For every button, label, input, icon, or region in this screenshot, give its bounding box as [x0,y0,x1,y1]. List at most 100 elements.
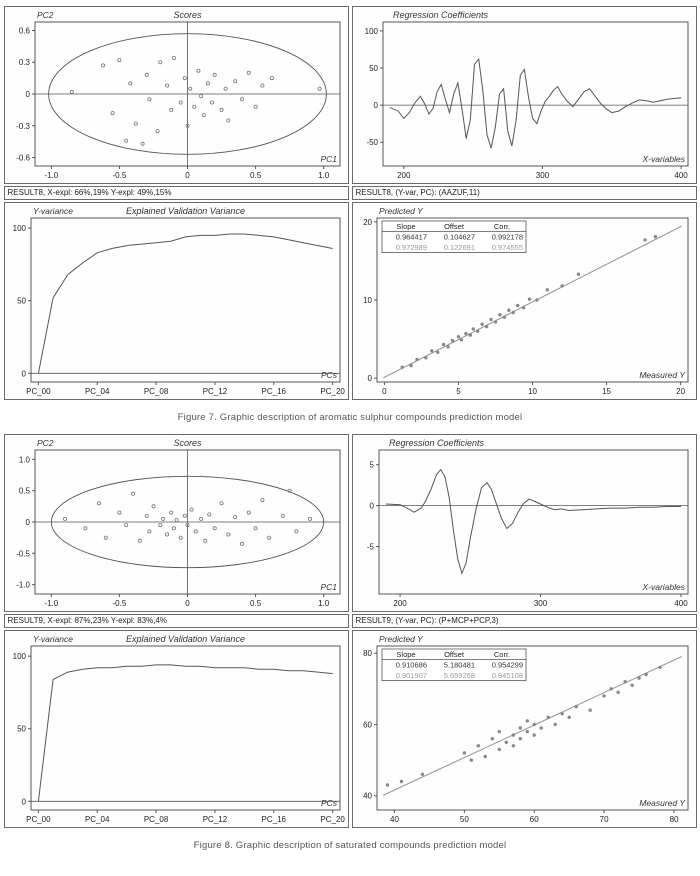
svg-text:50: 50 [17,725,26,734]
svg-text:-0.6: -0.6 [16,154,30,163]
svg-text:PC_08: PC_08 [143,387,168,396]
fig7-scores-statusbar: RESULT8, X-expl: 66%,19% Y-expl: 49%,15% [3,186,349,200]
svg-text:Measured Y: Measured Y [639,798,686,808]
svg-text:-50: -50 [366,138,378,147]
svg-text:-0.3: -0.3 [16,122,30,131]
svg-text:60: 60 [363,720,372,729]
svg-text:50: 50 [369,64,378,73]
svg-text:100: 100 [12,224,26,233]
svg-text:0: 0 [185,171,190,180]
svg-text:80: 80 [669,815,678,824]
svg-text:PC_20: PC_20 [320,815,345,824]
svg-text:PC_16: PC_16 [261,815,286,824]
page: -1.0 -0.5 0 0.5 1.0 -0.6 -0.3 0 0.3 0.6 Scores PC2 P… [3,6,697,851]
svg-text:Corr.: Corr. [493,222,509,231]
svg-text:5.659268: 5.659268 [443,671,474,680]
svg-text:1.0: 1.0 [318,599,330,608]
fig8-regcoef-statusbar: RESULT9, (Y-var, PC): (P+MCP+PCP,3) [351,614,697,628]
figure7-grid: -1.0 -0.5 0 0.5 1.0 -0.6 -0.3 0 0.3 0.6 Scores PC2 P… [3,6,697,400]
svg-text:-0.5: -0.5 [112,599,126,608]
svg-text:PC_04: PC_04 [84,815,109,824]
svg-text:10: 10 [528,387,537,396]
svg-text:PC_00: PC_00 [26,815,51,824]
svg-text:0.954299: 0.954299 [491,661,522,670]
svg-text:PC_08: PC_08 [143,815,168,824]
svg-text:Offset: Offset [444,222,465,231]
svg-text:0.964417: 0.964417 [395,233,426,242]
svg-text:X-variables: X-variables [641,582,685,592]
svg-text:80: 80 [363,649,372,658]
svg-text:PC_16: PC_16 [261,387,286,396]
svg-text:0.6: 0.6 [18,26,30,35]
fig8-regression-coefficients-panel: 200 300 400 -5 0 5 Regression Coefficients X-va… [351,434,697,612]
svg-text:X-variables: X-variables [641,154,685,164]
svg-text:0: 0 [21,369,26,378]
fig8-scores-panel: -1.0 -0.5 0 0.5 1.0 -1.0 -0.5 0 0.5 1.0 Scores PC2 P… [3,434,349,612]
svg-text:Offset: Offset [444,650,465,659]
svg-text:15: 15 [602,387,611,396]
fig7-explained-variance-panel: PC_00 PC_04 PC_08 PC_12 PC_16 PC_20 0 50 100 Expl… [3,202,349,400]
figure8-grid: -1.0 -0.5 0 0.5 1.0 -1.0 -0.5 0 0.5 1.0 Scores PC2 P… [3,434,697,828]
svg-text:Slope: Slope [396,650,415,659]
svg-text:5.180481: 5.180481 [443,661,474,670]
figure7: -1.0 -0.5 0 0.5 1.0 -0.6 -0.3 0 0.3 0.6 Scores PC2 P… [3,6,697,423]
svg-text:PC_04: PC_04 [84,387,109,396]
svg-text:50: 50 [459,815,468,824]
svg-text:0: 0 [185,599,190,608]
svg-text:PCs: PCs [320,370,337,380]
svg-text:0.945108: 0.945108 [491,671,522,680]
fig7-regcoef-statusbar: RESULT8, (Y-var, PC): (AAZUF,11) [351,186,697,200]
svg-text:PC2: PC2 [37,438,54,448]
svg-text:PC_20: PC_20 [320,387,345,396]
svg-text:400: 400 [674,171,688,180]
svg-text:0.3: 0.3 [18,58,30,67]
svg-text:PC_12: PC_12 [202,815,227,824]
fig7-scores-panel: -1.0 -0.5 0 0.5 1.0 -0.6 -0.3 0 0.3 0.6 Scores PC2 P… [3,6,349,184]
svg-text:Predicted Y: Predicted Y [379,206,424,216]
fig8-predicted-vs-measured-panel: 40 50 60 70 80 40 60 80 Slope Offset Corr. 0.910686… [351,630,697,828]
svg-text:Scores: Scores [173,10,202,20]
svg-text:Slope: Slope [396,222,415,231]
svg-text:40: 40 [390,815,399,824]
svg-text:50: 50 [17,297,26,306]
svg-text:400: 400 [674,599,688,608]
svg-text:Explained Validation Variance: Explained Validation Variance [126,206,245,216]
svg-text:0.972989: 0.972989 [395,243,426,252]
figure8-caption: Figure 8. Graphic description of saturat… [193,840,507,851]
svg-text:Y-variance: Y-variance [33,634,73,644]
svg-text:0.5: 0.5 [250,171,262,180]
svg-text:0: 0 [382,387,387,396]
svg-text:0: 0 [25,90,30,99]
svg-text:20: 20 [363,218,372,227]
svg-text:-0.5: -0.5 [16,549,30,558]
svg-text:40: 40 [363,792,372,801]
svg-text:Measured Y: Measured Y [639,370,686,380]
fig7-regression-coefficients-panel: 200 300 400 -50 0 50 100 Regression Coefficient… [351,6,697,184]
svg-text:0.122691: 0.122691 [443,243,474,252]
svg-text:Predicted Y: Predicted Y [379,634,424,644]
svg-text:PC_00: PC_00 [26,387,51,396]
svg-text:Scores: Scores [173,438,202,448]
figure7-caption: Figure 7. Graphic description of aromati… [177,412,523,423]
svg-text:PC1: PC1 [320,154,337,164]
fig8-explained-variance-panel: PC_00 PC_04 PC_08 PC_12 PC_16 PC_20 0 50 100 Expl… [3,630,349,828]
svg-text:0: 0 [373,101,378,110]
svg-text:-1.0: -1.0 [44,599,58,608]
svg-text:300: 300 [533,599,547,608]
svg-text:60: 60 [529,815,538,824]
svg-text:0.104627: 0.104627 [443,233,474,242]
svg-text:0.901907: 0.901907 [395,671,426,680]
svg-text:Regression Coefficients: Regression Coefficients [389,438,485,448]
svg-text:Y-variance: Y-variance [33,206,73,216]
svg-text:Explained Validation Variance: Explained Validation Variance [126,634,245,644]
svg-text:5: 5 [369,461,374,470]
svg-text:0: 0 [21,797,26,806]
svg-text:0.5: 0.5 [18,487,30,496]
svg-text:0: 0 [25,518,30,527]
svg-text:-5: -5 [366,543,374,552]
svg-text:Corr.: Corr. [493,650,509,659]
svg-text:70: 70 [599,815,608,824]
svg-text:PC1: PC1 [320,582,337,592]
svg-text:1.0: 1.0 [18,455,30,464]
fig7-predicted-vs-measured-panel: 0 5 10 15 20 0 10 20 Slope Offset Corr. 0.964417 0.1… [351,202,697,400]
